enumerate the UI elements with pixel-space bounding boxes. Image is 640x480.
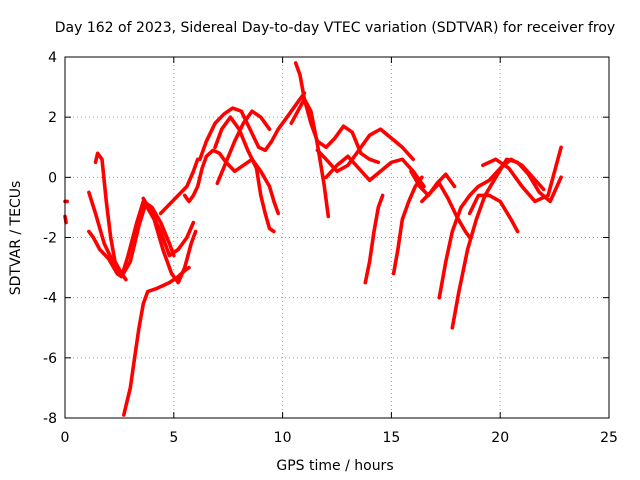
- series-arc10: [198, 91, 307, 162]
- series-arc12: [215, 109, 272, 186]
- y-tick-label: -4: [43, 291, 57, 307]
- series-arc21: [437, 157, 546, 300]
- series-arc20: [420, 181, 472, 240]
- y-tick-label: -6: [43, 351, 57, 367]
- series-arc8: [158, 157, 200, 216]
- y-tick-label: 0: [48, 170, 57, 186]
- series-arc23: [467, 193, 520, 234]
- plot-frame: [64, 56, 610, 419]
- x-tick-label: 5: [169, 430, 178, 446]
- series-arc17: [363, 193, 385, 285]
- data-series: [63, 61, 563, 417]
- x-tick-labels: 0 5 10 15 20 25: [61, 430, 618, 446]
- series-arc7: [141, 196, 196, 258]
- y-tick-label: 2: [48, 110, 57, 126]
- series-arc13: [289, 97, 331, 219]
- x-tick-label: 20: [491, 430, 509, 446]
- x-tick-label: 10: [274, 430, 292, 446]
- chart-grid: [65, 57, 609, 418]
- chart-title: Day 162 of 2023, Sidereal Day-to-day VTE…: [55, 20, 615, 36]
- x-tick-label: 25: [600, 430, 618, 446]
- series-arc6: [122, 265, 191, 417]
- y-axis-label: SDTVAR / TECUs: [8, 181, 24, 296]
- y-tick-labels: -8 -6 -4 -2 0 2 4: [43, 50, 57, 427]
- series-arc14: [293, 61, 381, 165]
- series-arc9: [182, 148, 281, 216]
- x-tick-label: 15: [382, 430, 400, 446]
- series-arc18: [391, 175, 424, 276]
- series-arc24: [480, 145, 563, 204]
- series-arc22: [450, 157, 563, 330]
- series-arc11: [213, 115, 276, 234]
- series-arc5: [93, 151, 128, 282]
- y-tick-label: 4: [48, 50, 57, 66]
- series-arc3: [87, 199, 176, 279]
- x-tick-label: 0: [61, 430, 70, 446]
- y-tick-label: -8: [43, 411, 57, 427]
- y-tick-label: -2: [43, 231, 57, 247]
- x-axis-label: GPS time / hours: [276, 458, 393, 474]
- series-arc16: [324, 154, 426, 189]
- series-arc15: [315, 127, 416, 174]
